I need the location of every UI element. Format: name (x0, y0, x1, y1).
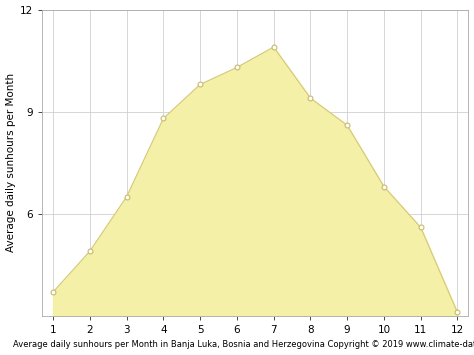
Y-axis label: Average daily sunhours per Month: Average daily sunhours per Month (6, 73, 16, 252)
X-axis label: Average daily sunhours per Month in Banja Luka, Bosnia and Herzegovina Copyright: Average daily sunhours per Month in Banj… (13, 340, 474, 349)
